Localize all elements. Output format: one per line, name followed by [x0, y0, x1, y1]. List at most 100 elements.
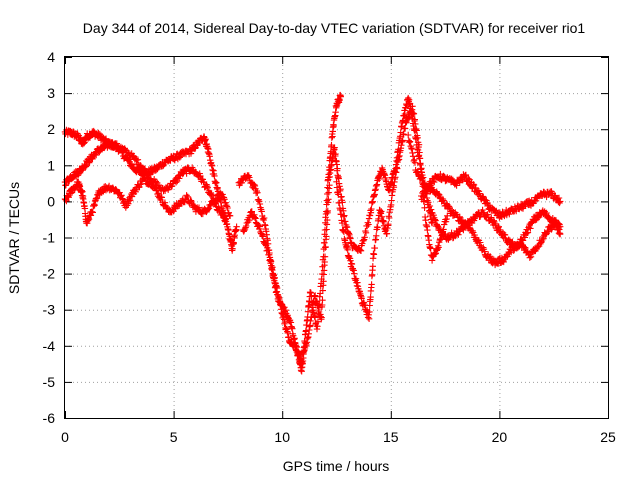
data-point — [539, 236, 546, 244]
data-point — [134, 156, 142, 163]
data-point — [506, 211, 513, 218]
data-point — [244, 173, 252, 180]
data-point — [386, 214, 393, 222]
data-point — [368, 281, 375, 288]
data-point — [125, 197, 133, 205]
data-point — [409, 153, 417, 160]
y-tick-label: 0 — [47, 193, 55, 209]
data-point — [426, 202, 434, 210]
data-point — [226, 212, 234, 219]
data-point — [199, 176, 206, 183]
data-point — [203, 183, 211, 190]
data-point — [465, 175, 472, 182]
data-point — [431, 216, 439, 223]
x-tick-label: 25 — [600, 429, 616, 445]
data-point — [254, 189, 261, 196]
data-point — [521, 234, 528, 241]
data-point — [323, 233, 330, 240]
data-point — [309, 308, 316, 316]
data-point — [416, 155, 424, 162]
data-point — [155, 190, 162, 197]
data-point — [522, 244, 529, 252]
data-point — [219, 191, 226, 198]
data-point — [82, 163, 90, 170]
data-point — [500, 258, 507, 266]
data-point — [102, 136, 109, 143]
data-point — [548, 226, 555, 233]
data-point — [424, 226, 431, 234]
data-point — [440, 172, 447, 180]
data-point — [532, 197, 540, 204]
data-point — [415, 141, 423, 148]
data-point — [118, 192, 125, 199]
y-tick-label: -5 — [43, 374, 56, 390]
data-point — [319, 297, 326, 304]
data-point — [436, 236, 443, 244]
data-point — [374, 224, 381, 231]
data-point — [223, 202, 230, 209]
data-point — [161, 199, 169, 206]
data-point — [406, 138, 414, 145]
data-point — [187, 197, 195, 204]
data-point — [320, 278, 327, 285]
data-point — [132, 188, 139, 195]
data-point — [428, 219, 436, 227]
data-point — [246, 174, 253, 181]
data-point — [420, 179, 427, 187]
data-point — [113, 140, 120, 147]
data-point — [248, 208, 255, 215]
data-point — [555, 220, 563, 228]
data-point — [152, 184, 159, 191]
data-point — [556, 199, 563, 207]
data-point — [557, 198, 564, 205]
data-point — [89, 209, 96, 216]
tick-labels: -6 -5 -4 -3 -2 -1 0 1 2 3 4 0 5 10 15 20 25 — [43, 49, 616, 445]
data-point — [155, 181, 163, 189]
data-point — [251, 181, 258, 188]
data-point — [524, 229, 532, 236]
data-point — [251, 211, 258, 218]
data-point — [252, 215, 259, 222]
data-point — [238, 179, 246, 186]
data-point — [408, 145, 416, 153]
data-point — [371, 244, 378, 252]
data-point — [159, 162, 167, 170]
data-points — [61, 91, 564, 375]
data-point — [411, 159, 419, 166]
data-point — [207, 189, 214, 197]
data-point — [416, 149, 423, 156]
series-track-lower — [61, 175, 234, 227]
data-point — [308, 314, 315, 321]
data-point — [335, 191, 342, 198]
data-point — [230, 240, 237, 247]
data-point — [442, 218, 450, 225]
data-point — [364, 222, 371, 230]
data-point — [422, 190, 429, 197]
data-point — [147, 178, 154, 185]
data-point — [266, 251, 273, 258]
data-point — [211, 172, 218, 180]
data-point — [204, 184, 211, 191]
data-point — [184, 193, 192, 201]
data-point — [483, 200, 491, 207]
data-point — [256, 198, 263, 205]
data-point — [332, 150, 339, 158]
data-point — [318, 314, 325, 321]
data-point — [421, 204, 428, 211]
data-point — [399, 137, 406, 144]
data-point — [145, 171, 152, 179]
data-point — [383, 230, 391, 237]
x-axis-label: GPS time / hours — [283, 458, 390, 474]
data-point — [527, 225, 534, 232]
data-point — [368, 205, 375, 213]
data-point — [443, 215, 450, 223]
data-point — [347, 257, 354, 264]
data-point — [299, 357, 306, 365]
data-point — [480, 193, 487, 200]
data-point — [406, 139, 413, 146]
data-point — [183, 192, 190, 199]
data-point — [322, 243, 329, 251]
data-point — [197, 172, 204, 180]
data-point — [263, 247, 270, 254]
data-point — [281, 319, 289, 326]
